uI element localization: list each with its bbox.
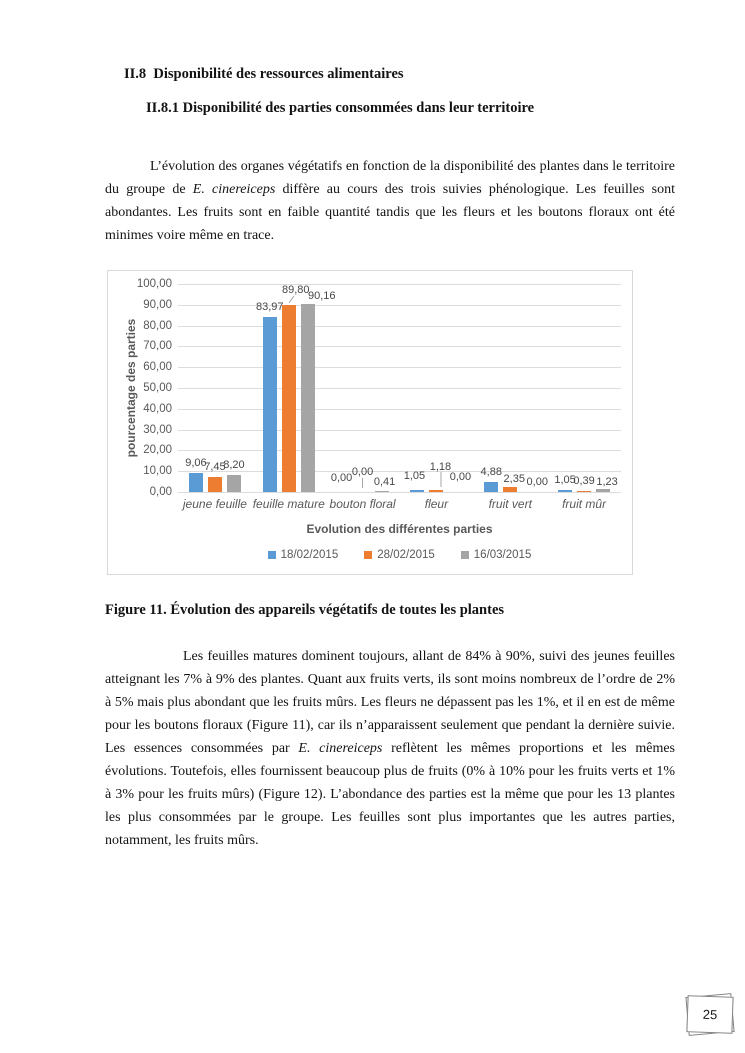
bar: [207, 477, 222, 492]
y-tick-label: 100,00: [136, 278, 172, 290]
y-axis-title: pourcentage des parties: [124, 318, 138, 458]
bar: [484, 482, 499, 492]
bar: [300, 304, 315, 492]
bar-value-label: 89,80: [281, 284, 310, 296]
bar-value-label: 0,00: [330, 472, 353, 484]
page-number-ornament: 25: [684, 992, 736, 1037]
chart-legend: 18/02/2015 28/02/2015 16/03/2015: [178, 549, 621, 561]
gridline: [178, 492, 621, 493]
y-tick-label: 30,00: [143, 423, 172, 436]
category-label: fruit mûr: [562, 497, 607, 511]
species-name-italic: E. cinereiceps: [192, 182, 276, 197]
section-headings: II.8 Disponibilité des ressources alimen…: [105, 66, 675, 117]
legend-swatch-icon: [364, 551, 373, 559]
gridline: [178, 388, 621, 389]
bar-value-label: 0,39: [573, 475, 595, 487]
paragraph-intro: L’évolution des organes végétatifs en fo…: [105, 155, 675, 247]
legend-label: 18/02/2015: [280, 549, 339, 561]
x-axis-title: Evolution des différentes parties: [306, 522, 493, 536]
section-heading: II.8 Disponibilité des ressources alimen…: [124, 66, 404, 82]
bar-value-label: 9,06: [185, 457, 207, 469]
text-run: L’évolution des organes végétatifs en fo…: [105, 159, 675, 197]
page-number-label: 25: [702, 1006, 718, 1023]
y-tick-label: 50,00: [143, 382, 172, 394]
y-tick-label: 20,00: [143, 444, 172, 457]
bar: [374, 491, 389, 492]
y-tick-label: 70,00: [143, 340, 172, 353]
y-tick-label: 90,00: [143, 298, 172, 311]
legend-label: 28/02/2015: [377, 549, 435, 561]
bar-value-label: 0,00: [449, 471, 472, 483]
bar-value-label: 0,00: [526, 476, 548, 488]
y-tick-label: 0,00: [149, 486, 172, 498]
legend-item: 18/02/2015: [267, 549, 339, 561]
bar: [281, 305, 296, 492]
leader-line: [288, 295, 295, 304]
bar: [558, 490, 573, 492]
gridline: [178, 450, 621, 452]
gridline: [178, 325, 621, 327]
bar-value-label: 83,97: [255, 301, 284, 313]
legend-swatch-icon: [460, 551, 469, 559]
bar-value-label: 90,16: [307, 290, 336, 302]
category-label: jeune feuille: [182, 497, 247, 511]
subsection-heading: II.8.1 Disponibilité des parties consomm…: [146, 100, 535, 116]
bar-value-label: 1,23: [596, 476, 618, 488]
gridline: [178, 408, 621, 410]
gridline: [178, 346, 621, 348]
gridline: [178, 304, 621, 306]
legend-label: 16/03/2015: [473, 549, 532, 561]
species-name-italic: E. cinereiceps: [298, 741, 383, 756]
category-label: fleur: [424, 497, 449, 511]
y-tick-label: 10,00: [143, 465, 172, 478]
bar: [226, 475, 241, 492]
gridline: [178, 367, 621, 369]
bar-value-label: 1,05: [554, 474, 576, 486]
gridline: [178, 284, 621, 285]
bar-value-label: 7,45: [204, 461, 226, 473]
figure-caption: Figure 11. Évolution des appareils végét…: [105, 602, 505, 618]
bar-value-label: 0,41: [373, 476, 396, 488]
bar: [188, 473, 203, 492]
bar-value-label: 2,35: [503, 473, 525, 485]
category-label: feuille mature: [252, 497, 325, 511]
bar: [410, 490, 425, 492]
bar: [429, 490, 444, 492]
y-tick-label: 40,00: [143, 402, 172, 415]
legend-swatch-icon: [267, 551, 276, 559]
legend-item: 28/02/2015: [364, 549, 435, 561]
bar-value-label: 8,20: [223, 459, 245, 471]
bar: [262, 317, 277, 492]
paragraph-discussion: Les feuilles matures dominent toujours, …: [105, 645, 675, 852]
bar: [596, 489, 611, 492]
bar-value-label: 1,05: [403, 470, 426, 482]
bar-value-label: 0,00: [351, 466, 374, 478]
figure-chart: 0,00 10,00 20,00 30,00 40,00 50,00 60,00 70,00 8…: [107, 270, 633, 575]
text-run: diffère au cours des trois suivies phéno…: [105, 182, 676, 243]
gridline: [178, 429, 621, 431]
page-number: 25: [686, 995, 734, 1034]
bar: [577, 491, 592, 492]
bar-value-label: 4,88: [480, 466, 502, 478]
y-tick-label: 80,00: [143, 319, 172, 332]
y-tick-label: 60,00: [143, 361, 172, 374]
bar: [503, 487, 518, 492]
gridline: [178, 471, 621, 473]
bar-value-label: 1,18: [429, 461, 452, 473]
legend-item: 16/03/2015: [460, 549, 532, 561]
category-label: bouton floral: [329, 497, 396, 511]
text-run: reflètent les mêmes proportions et les m…: [105, 741, 675, 848]
category-label: fruit vert: [488, 497, 532, 511]
text-run: Les feuilles matures dominent toujours, …: [105, 649, 675, 756]
